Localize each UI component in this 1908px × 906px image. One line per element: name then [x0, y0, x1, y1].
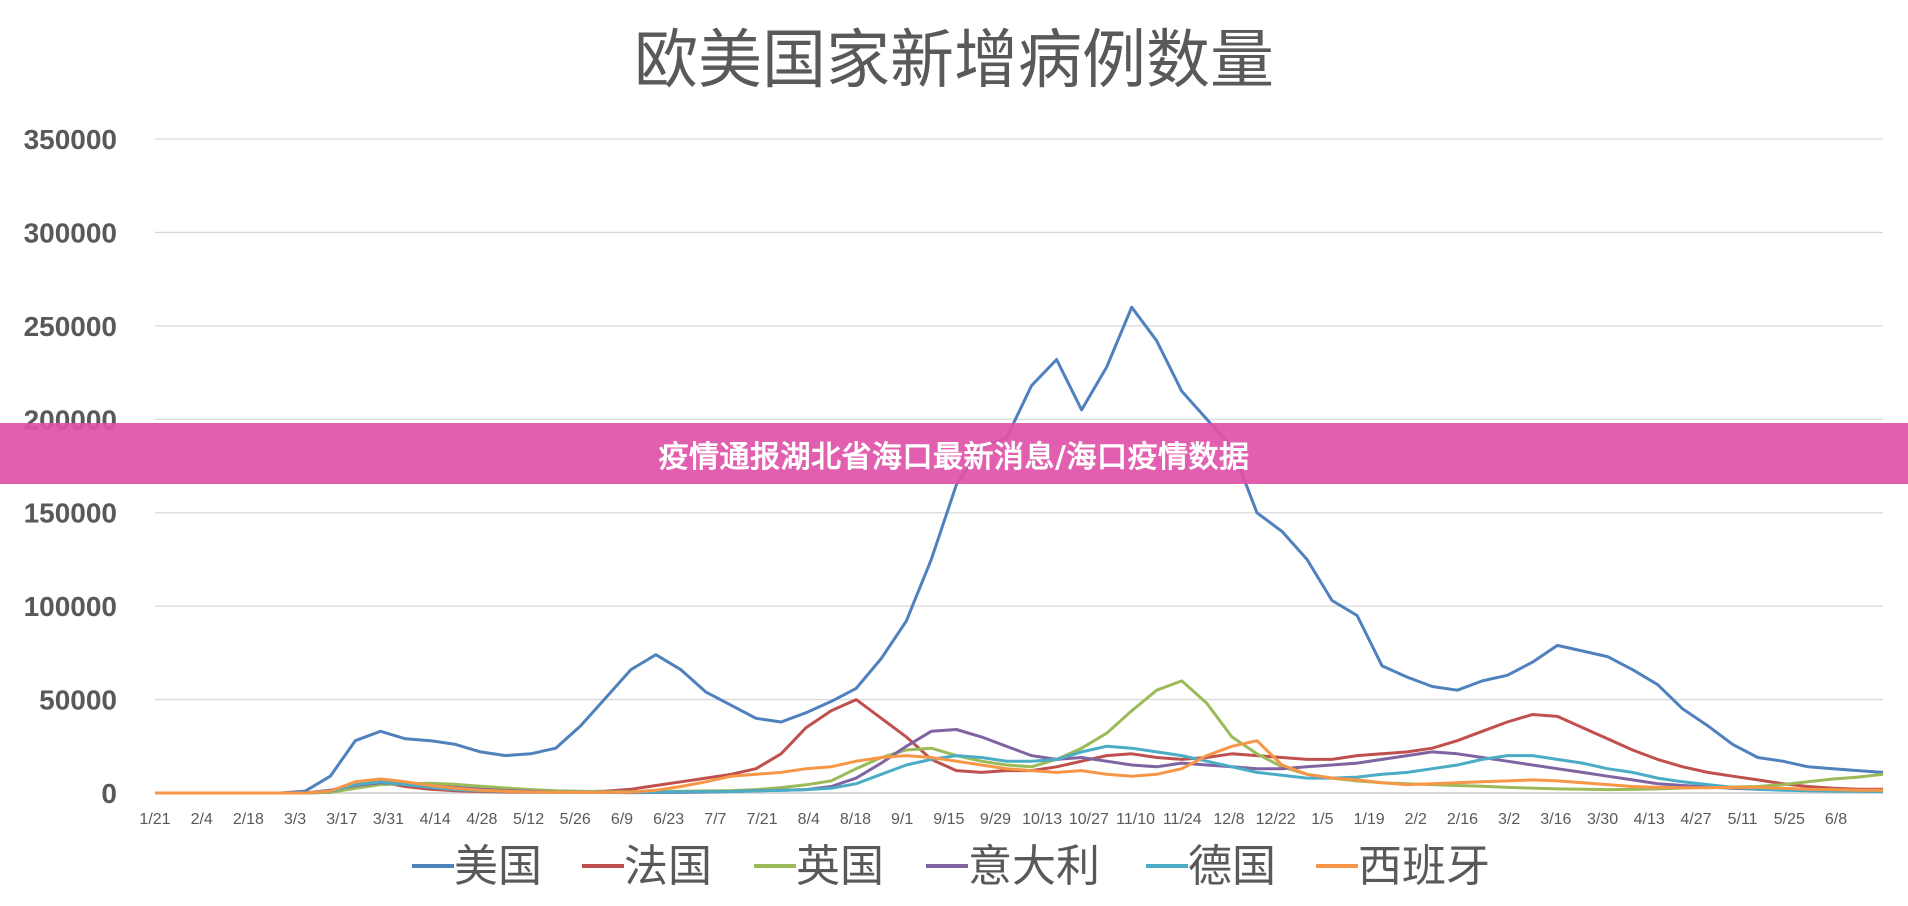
x-axis-tick-labels: 1/21 2/4 2/18 3/3 3/17 3/31 4/14 4/28 5/12 5/26 6/…	[139, 811, 1847, 828]
x-tick-label: 8/4	[798, 811, 820, 828]
y-tick-label: 50000	[39, 685, 117, 716]
x-tick-label: 12/22	[1256, 811, 1296, 828]
x-tick-label: 2/4	[191, 811, 213, 828]
series-line-2	[155, 679, 1884, 795]
x-tick-label: 1/5	[1311, 811, 1333, 828]
x-tick-label: 3/17	[326, 811, 357, 828]
legend-label: 意大利	[968, 841, 1100, 892]
headline-banner[interactable]: 疫情通报湖北省海口最新消息/海口疫情数据	[0, 423, 1908, 484]
x-tick-label: 5/25	[1774, 811, 1805, 828]
series-line-0	[155, 305, 1884, 795]
legend-label: 西班牙	[1358, 841, 1490, 892]
x-tick-label: 11/10	[1116, 811, 1155, 828]
x-tick-label: 9/29	[980, 811, 1011, 828]
x-tick-label: 2/18	[233, 811, 264, 828]
x-tick-label: 10/13	[1022, 811, 1062, 828]
legend: 美国 法国 英国 意大利 德国 西班牙	[412, 841, 1490, 892]
legend-label: 法国	[624, 841, 712, 892]
x-tick-label: 1/21	[139, 811, 170, 828]
x-tick-label: 10/27	[1069, 811, 1109, 828]
y-tick-label: 300000	[24, 217, 117, 248]
x-tick-label: 4/14	[420, 811, 451, 828]
x-tick-label: 4/27	[1680, 811, 1711, 828]
x-tick-label: 5/12	[513, 811, 544, 828]
y-tick-label: 100000	[24, 591, 117, 622]
legend-label: 德国	[1188, 841, 1276, 892]
series-lines	[155, 305, 1884, 795]
x-tick-label: 4/28	[466, 811, 497, 828]
x-tick-label: 2/2	[1405, 811, 1427, 828]
x-tick-label: 1/19	[1353, 811, 1384, 828]
series-line-5	[155, 739, 1883, 795]
chart-title: 欧美国家新增病例数量	[634, 24, 1274, 98]
x-tick-label: 5/11	[1728, 811, 1758, 828]
x-tick-label: 3/30	[1587, 811, 1618, 828]
y-tick-label: 150000	[24, 498, 117, 529]
x-tick-label: 7/21	[746, 811, 777, 828]
legend-label: 美国	[454, 841, 542, 892]
series-line-4	[155, 744, 1884, 795]
y-tick-label: 0	[101, 778, 117, 809]
x-tick-label: 3/2	[1498, 811, 1520, 828]
x-tick-label: 4/13	[1634, 811, 1665, 828]
x-tick-label: 12/8	[1213, 811, 1244, 828]
x-tick-label: 11/24	[1163, 811, 1202, 828]
x-tick-label: 3/3	[284, 811, 306, 828]
x-tick-label: 6/9	[611, 811, 633, 828]
x-tick-label: 9/1	[891, 811, 913, 828]
x-tick-label: 9/15	[933, 811, 964, 828]
legend-label: 英国	[796, 841, 884, 892]
x-tick-label: 6/8	[1825, 811, 1847, 828]
headline-text: 疫情通报湖北省海口最新消息/海口疫情数据	[658, 439, 1250, 475]
x-tick-label: 7/7	[704, 811, 726, 828]
x-tick-label: 3/31	[373, 811, 404, 828]
x-tick-label: 5/26	[560, 811, 591, 828]
x-tick-label: 3/16	[1540, 811, 1571, 828]
x-tick-label: 2/16	[1447, 811, 1478, 828]
x-tick-label: 6/23	[653, 811, 684, 828]
y-tick-label: 250000	[24, 311, 117, 342]
gridlines	[155, 138, 1883, 794]
y-tick-label: 350000	[24, 124, 117, 155]
x-tick-label: 8/18	[840, 811, 871, 828]
